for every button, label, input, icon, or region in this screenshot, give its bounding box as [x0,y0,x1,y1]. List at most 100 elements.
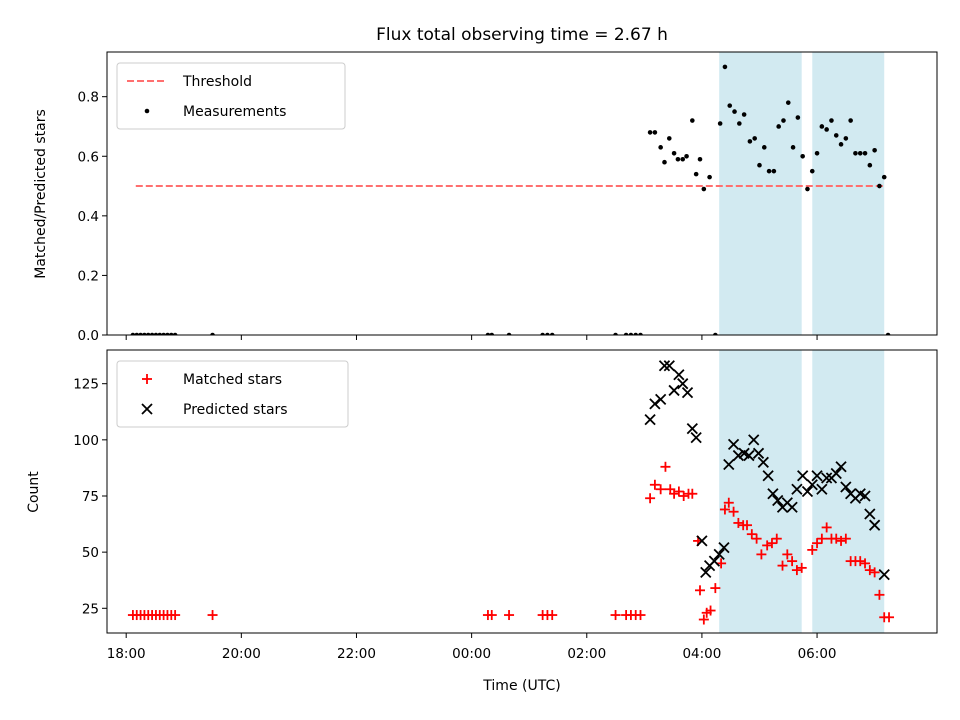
matched-star-marker [777,560,788,571]
top-y-axis-label: Matched/Predicted stars [33,109,49,279]
predicted-star-marker [868,519,881,531]
top-ytick-label: 0.6 [78,149,99,165]
measurement-point [647,130,653,135]
measurement-point [833,133,839,138]
matched-star-marker [673,486,684,497]
measurement-point [165,332,170,335]
measurement-point [829,118,834,123]
xtick-label: 06:00 [798,646,837,662]
matched-star-marker [807,544,818,555]
predicted-star-marker [713,548,725,561]
matched-star-marker [170,610,181,621]
measurement-point [638,332,643,335]
measurement-point [613,332,618,335]
top-legend-box [116,62,346,130]
measurement-point [690,118,695,123]
predicted-star-marker [878,568,890,581]
measurement-point [157,332,163,335]
bottom-series-predicted-stars [644,360,890,581]
measurement-point [838,142,844,147]
measurement-point [732,109,737,114]
chart-title: Flux total observing time = 2.67 h [376,25,668,45]
measurement-point [675,156,681,162]
top-ytick-label: 0.4 [78,209,99,225]
predicted-star-marker [772,494,784,507]
predicted-star-marker [752,447,765,459]
predicted-star-marker [859,490,871,502]
measurement-point [540,332,545,335]
predicted-star-marker [797,470,809,482]
measurement-point [853,150,858,156]
bottom-legend-label: Matched stars [183,372,282,388]
matched-star-marker [705,605,716,616]
matched-star-marker [816,533,827,544]
bottom-y-axis-label: Count [26,471,42,513]
measurement-point [684,153,689,159]
top-legend-label: Threshold [182,74,252,90]
top-observing-window-1 [812,52,885,335]
top-panel-ratio: Matched/Predicted stars 0.0 0.2 0.4 0.6 0.8 T… [33,51,938,344]
measurement-point [485,332,491,335]
measurement-point [771,168,777,174]
top-legend-label: Measurements [183,104,286,120]
measurement-point [168,332,174,335]
measurement-point [134,332,140,335]
matched-star-marker [864,565,875,576]
matched-star-marker [742,520,753,531]
matched-star-marker [678,490,689,501]
predicted-star-marker [806,479,818,491]
predicted-star-marker [727,438,740,450]
bottom-series-matched-stars [127,461,895,625]
measurement-point [628,332,634,335]
bottom-ytick-label: 125 [73,377,99,393]
bottom-legend-key-1 [141,403,153,415]
predicted-star-marker [811,470,823,482]
top-series-measurements [130,64,891,335]
measurement-point [819,124,825,129]
predicted-star-marker [700,566,712,578]
predicted-star-marker [864,508,876,520]
matched-star-marker [728,506,739,517]
predicted-star-marker [791,483,803,495]
measurement-point [809,168,815,174]
measurement-point [145,332,151,335]
matched-star-marker [710,583,721,594]
matched-star-marker [766,538,777,549]
matched-star-marker [655,484,666,495]
measurement-point [761,145,767,150]
measurement-point [671,150,677,156]
measurement-point [652,130,658,135]
measurement-point [814,150,820,156]
measurement-point [666,136,672,141]
bottom-ytick-label: 25 [82,601,99,617]
measurement-point [142,332,147,335]
bottom-legend-label: Predicted stars [183,402,288,418]
matched-star-marker [796,562,807,573]
bottom-legend: Matched stars Predicted stars [116,360,349,428]
measurement-point [757,162,762,168]
measurement-point [161,332,166,335]
predicted-star-marker [644,413,656,426]
bottom-ytick-label: 75 [82,489,99,505]
matched-star-marker [874,589,885,600]
matched-star-marker [782,549,793,560]
matched-star-marker [635,610,646,621]
measurement-point [680,156,686,162]
predicted-star-marker [658,360,671,372]
measurement-point [506,332,512,335]
bottom-panel-counts: Count 25 50 75 100 125 18:00 20:00 22:00 00:00 02… [26,349,938,662]
measurement-point [701,186,707,192]
predicted-star-marker [821,472,833,484]
predicted-star-marker [743,449,755,462]
bottom-ytick-label: 50 [82,545,99,561]
matched-star-marker [669,488,680,499]
measurement-point [862,150,868,156]
measurement-point [872,148,877,153]
measurement-point [881,174,887,180]
predicted-star-marker [668,384,680,397]
measurement-point [877,183,882,189]
xtick-label: 22:00 [337,646,376,662]
measurement-point [138,332,143,335]
matched-star-marker [771,533,782,544]
predicted-star-marker [681,387,694,399]
